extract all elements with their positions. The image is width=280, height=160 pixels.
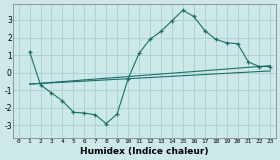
X-axis label: Humidex (Indice chaleur): Humidex (Indice chaleur) bbox=[80, 147, 209, 156]
